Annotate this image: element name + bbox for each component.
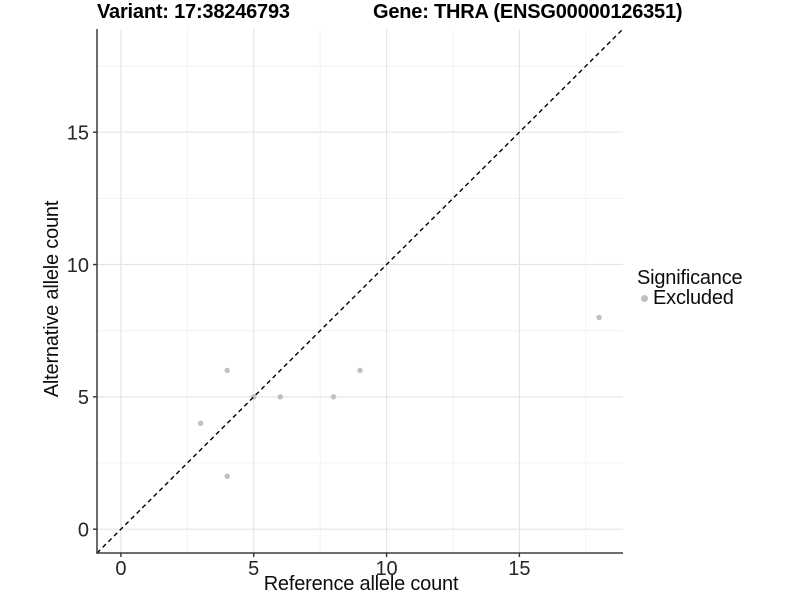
- data-point: [330, 394, 337, 400]
- identity-line: [96, 28, 624, 554]
- y-axis-tick-label: 10: [67, 255, 89, 277]
- x-axis-tick-label: 5: [248, 558, 259, 580]
- y-axis-tick-label: 15: [67, 123, 89, 145]
- data-point: [357, 367, 363, 374]
- plot-title-gene: Gene: THRA (ENSG00000126351): [373, 1, 683, 23]
- y-axis-tick-label: 5: [78, 387, 89, 409]
- data-point: [197, 420, 204, 427]
- legend-entry-label: Excluded: [653, 287, 734, 309]
- y-axis-title: Alternative allele count: [41, 200, 63, 398]
- plot-title-variant: Variant: 17:38246793: [97, 1, 290, 23]
- x-axis-title: Reference allele count: [263, 573, 459, 595]
- legend: Significance Excluded: [637, 267, 743, 308]
- data-point: [224, 473, 230, 479]
- legend-point-icon: [641, 294, 648, 302]
- legend-title: Significance: [637, 267, 743, 289]
- data-point: [224, 367, 230, 374]
- data-point: [277, 394, 284, 400]
- data-point: [596, 314, 602, 321]
- x-axis-tick-label: 0: [115, 558, 126, 580]
- x-axis-tick-label: 15: [508, 558, 530, 580]
- legend-entry-excluded: Excluded: [637, 288, 742, 308]
- x-axis-tick-label: 10: [375, 558, 397, 580]
- y-axis-tick-label: 0: [78, 519, 89, 541]
